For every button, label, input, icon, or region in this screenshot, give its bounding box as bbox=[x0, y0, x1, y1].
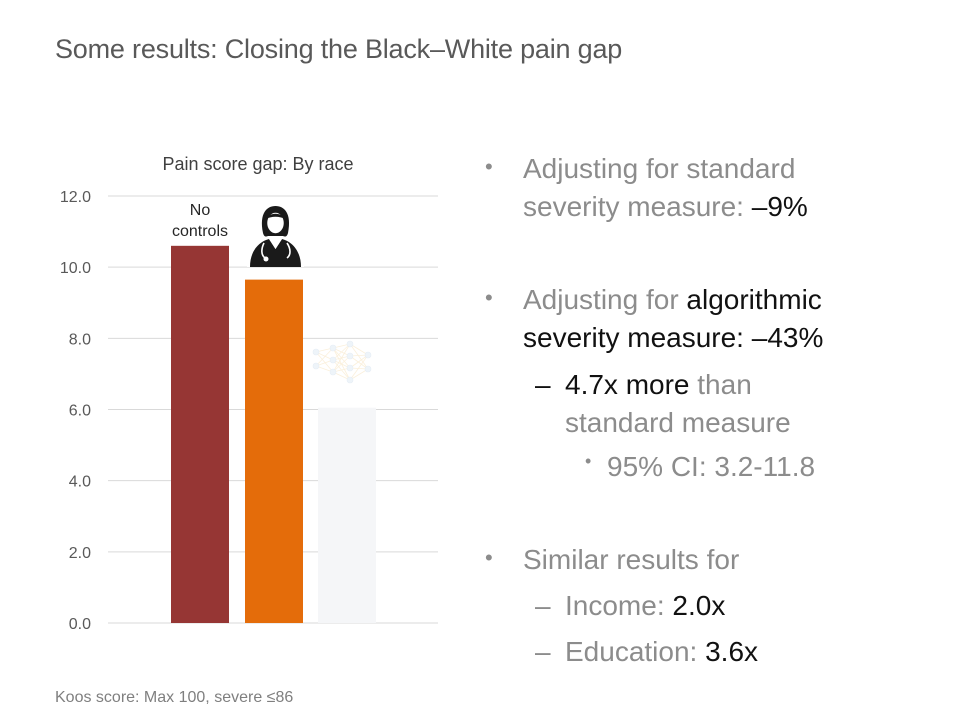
bullet-1-line-1: Adjusting for standard bbox=[523, 153, 796, 184]
footnote: Koos score: Max 100, severe ≤86 bbox=[55, 689, 294, 706]
bullet-2-emphasis: algorithmic bbox=[686, 284, 822, 315]
bar-labels: No controls bbox=[172, 202, 228, 240]
chart-bars bbox=[171, 245, 376, 624]
sub-bullet-emphasis: 4.7x more bbox=[565, 369, 690, 400]
bullet-1-value: –9% bbox=[751, 191, 808, 222]
bullet-dot: • bbox=[485, 154, 493, 179]
y-tick-label: 8.0 bbox=[69, 331, 91, 348]
education-value: 3.6x bbox=[705, 636, 759, 667]
education-label: Education: bbox=[565, 636, 706, 667]
bullet-1-line-2: severity measure: –9% bbox=[523, 188, 808, 226]
confidence-interval: 95% CI: 3.2-11.8 bbox=[607, 451, 816, 482]
bullet-3-line-1: Similar results for bbox=[523, 544, 740, 575]
income-result: Income: 2.0x bbox=[565, 587, 725, 625]
bullet-dot: • bbox=[485, 285, 493, 310]
sub-bullet-text: than bbox=[689, 369, 752, 400]
bullet-2-line-1: Adjusting for algorithmic bbox=[523, 281, 822, 319]
sub-bullet-dash: – bbox=[535, 636, 551, 667]
y-tick-label: 0.0 bbox=[69, 616, 91, 633]
bar-chart: 0.0 2.0 4.0 6.0 8.0 10.0 12.0 No controls bbox=[60, 189, 438, 633]
bar bbox=[245, 279, 303, 623]
doctor-icon bbox=[247, 203, 304, 267]
bullet-1-text: severity measure: bbox=[523, 191, 752, 222]
bullet-dot: • bbox=[485, 545, 493, 570]
education-result: Education: 3.6x bbox=[565, 633, 758, 671]
neural-network-icon bbox=[312, 340, 372, 384]
bar bbox=[318, 407, 376, 623]
y-tick-label: 10.0 bbox=[60, 260, 91, 277]
income-label: Income: bbox=[565, 590, 673, 621]
sub-sub-bullet-dot: • bbox=[585, 451, 592, 471]
sub-bullet-line-1: 4.7x more than bbox=[565, 366, 752, 404]
y-tick-label: 2.0 bbox=[69, 545, 91, 562]
chart-title: Pain score gap: By race bbox=[162, 154, 354, 174]
income-value: 2.0x bbox=[672, 590, 726, 621]
y-axis-ticks: 0.0 2.0 4.0 6.0 8.0 10.0 12.0 bbox=[60, 189, 91, 633]
bar bbox=[171, 245, 229, 624]
y-tick-label: 6.0 bbox=[69, 403, 91, 420]
bar-label: controls bbox=[172, 223, 228, 240]
bullet-2-line-2: severity measure: –43% bbox=[523, 322, 824, 353]
sub-bullet-line-2: standard measure bbox=[565, 407, 791, 438]
y-tick-label: 4.0 bbox=[69, 474, 91, 491]
bar-label: No bbox=[190, 202, 211, 219]
sub-bullet-dash: – bbox=[535, 369, 551, 400]
bullet-2-text: Adjusting for bbox=[523, 284, 687, 315]
sub-bullet-dash: – bbox=[535, 590, 551, 621]
y-tick-label: 12.0 bbox=[60, 189, 91, 206]
slide-title: Some results: Closing the Black–White pa… bbox=[55, 34, 623, 64]
